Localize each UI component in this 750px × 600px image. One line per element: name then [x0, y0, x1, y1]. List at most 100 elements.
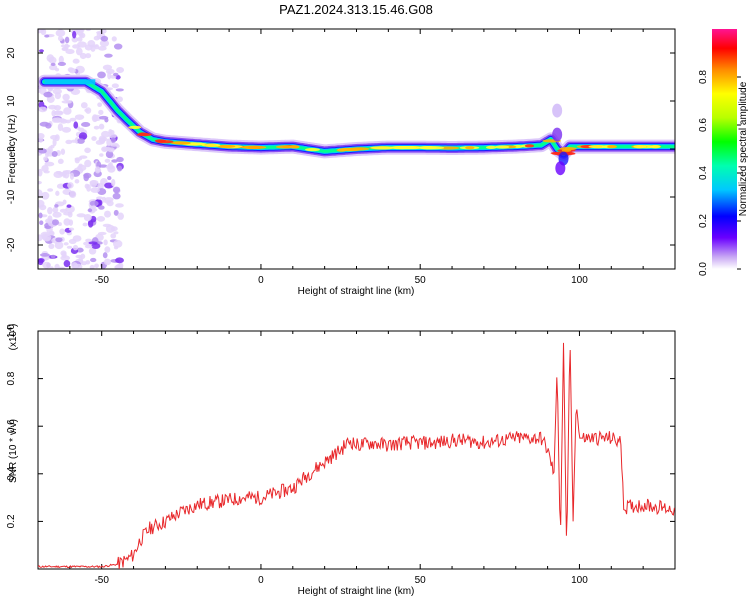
spectrogram-noise-blob — [113, 209, 119, 216]
spectrogram-ytick-label: -20 — [6, 237, 17, 252]
spectrogram-noise-blob — [96, 30, 105, 35]
spectrogram-noise-blob — [98, 109, 104, 115]
spectrogram-hotspot — [136, 133, 152, 137]
spectrogram-noise-blob — [114, 265, 122, 269]
spectrogram-noise-blob — [93, 125, 100, 130]
spectrogram-noise-blob — [101, 146, 108, 152]
spectrogram-noise-blob — [53, 110, 63, 115]
spectrogram-noise-blob — [72, 58, 80, 64]
spectrogram-noise-blob — [38, 148, 47, 154]
colorbar-tick-label: 0.4 — [698, 166, 709, 180]
spectrogram-noise-blob — [51, 151, 58, 157]
spectrogram-hotspot — [485, 145, 497, 149]
spectrogram-noise-blob — [107, 147, 115, 153]
spectrogram-hotspot — [588, 145, 608, 149]
spectrogram-noise-blob — [117, 212, 124, 220]
spectrogram-noise-blob — [116, 156, 124, 163]
spectrogram-noise-blob — [103, 239, 108, 246]
spectrogram-noise-blob — [45, 218, 53, 224]
spectrogram-hotspot — [216, 144, 236, 148]
snr-ytick-label: 0.2 — [6, 514, 17, 528]
spectrogram-noise-blob — [108, 133, 117, 139]
snr-xtick-label: 50 — [415, 575, 427, 586]
spectrogram-noise-blob — [38, 180, 42, 185]
spectrogram-hotspot — [173, 141, 191, 145]
spectrogram-noise-blob — [62, 93, 70, 101]
colorbar-tick-label: 0.0 — [698, 262, 709, 276]
spectrogram-noise-blob — [116, 66, 125, 74]
spectrogram-noise-blob — [61, 46, 69, 51]
spectrogram-noise-blob — [68, 227, 75, 231]
spectrogram-noise-blob — [97, 231, 107, 236]
spectrogram-noise-blob — [71, 36, 79, 43]
spectrogram-noise-blob — [100, 35, 109, 42]
spectrogram-noise-blob — [84, 44, 93, 51]
spectrogram-noise-blob — [50, 144, 55, 149]
snr-xlabel: Height of straight line (km) — [298, 586, 415, 597]
spectrogram-noise-blob — [66, 245, 73, 249]
spectrogram-noise-blob — [49, 64, 58, 71]
spectrogram-noise-blob — [54, 92, 62, 100]
spectrogram-noise-blob — [44, 34, 50, 38]
spectrogram-noise-blob — [53, 117, 62, 123]
colorbar-ticks: 0.0 0.2 0.4 0.6 0.8 — [698, 70, 741, 276]
spectrogram-ytick-label: 10 — [6, 95, 17, 107]
spectrogram-noise-blob — [97, 102, 103, 108]
spectrogram-noise-blob — [103, 258, 112, 266]
spectrogram-noise-blob — [38, 86, 42, 93]
spectrogram-noise-blob — [47, 188, 54, 192]
spectrogram-noise-blob — [85, 260, 91, 265]
spectrogram-noise-blob — [40, 29, 47, 36]
spectrogram-hotspot — [524, 144, 535, 148]
spectrogram-noise-blob — [110, 226, 118, 232]
spectrogram-noise-blob — [103, 210, 112, 218]
spectrogram-noise-blob — [104, 158, 111, 163]
spectrogram-noise-blob — [115, 257, 124, 264]
colorbar-tick-label: 0.6 — [698, 118, 709, 132]
spectrogram-noise-blob — [110, 233, 117, 239]
spectrogram-noise-blob — [70, 139, 78, 143]
spectrogram-noise-blob — [110, 178, 116, 187]
spectrogram-noise-blob — [61, 126, 72, 133]
spectrogram-ticks: -50 0 50 100 -20 -10 0 10 20 — [6, 29, 676, 286]
spectrogram-ytick-label: -10 — [6, 189, 17, 204]
spectrogram-noise-blob — [104, 246, 111, 253]
spectrogram-noise-blob — [115, 75, 121, 80]
spectrogram-noise-blob — [54, 204, 59, 208]
spectrogram-noise-blob — [55, 29, 66, 37]
spectrogram-noise-blob — [80, 102, 88, 109]
spectrogram-hotspot — [465, 146, 475, 150]
spectrogram-disturbance — [552, 103, 563, 118]
spectrogram-noise-blob — [57, 158, 64, 165]
spectrogram-noise-blob — [89, 200, 99, 207]
spectrogram-noise-blob — [51, 219, 60, 226]
spectrogram-ytick-label: 0 — [6, 146, 17, 152]
spectrogram-noise-blob — [66, 204, 72, 208]
spectrogram-noise-blob — [87, 208, 93, 213]
spectrogram-noise-blob — [65, 49, 75, 55]
spectrogram-noise-blob — [43, 156, 48, 162]
spectrogram-noise-blob — [79, 32, 86, 39]
spectrogram-noise-blob — [98, 135, 106, 144]
spectrogram-noise-blob — [110, 142, 119, 147]
spectrogram-noise-blob — [44, 161, 55, 167]
spectrogram-noise-blob — [61, 251, 67, 259]
spectrogram-noise-blob — [41, 191, 50, 200]
spectrogram-noise-blob — [67, 182, 74, 189]
spectrogram-hotspot — [305, 147, 320, 152]
spectrogram-disturbance — [552, 127, 563, 142]
spectrogram-hotspot — [275, 145, 294, 149]
spectrogram-noise-blob — [58, 55, 64, 64]
snr-frame — [37, 330, 676, 570]
spectrogram-noise-blob — [90, 257, 97, 263]
spectrogram-noise-blob — [62, 199, 67, 205]
spectrogram-noise-blob — [96, 215, 106, 222]
spectrogram-hotspot — [128, 125, 142, 129]
spectrogram-hotspot — [633, 145, 647, 149]
spectrogram-hotspot — [290, 145, 300, 149]
spectrogram-noise-blob — [107, 176, 112, 181]
spectrogram-noise-blob — [99, 39, 110, 47]
spectrogram-noise-blob — [76, 138, 85, 144]
spectrogram-noise-blob — [78, 163, 83, 168]
spectrogram-hotspot — [559, 146, 577, 151]
